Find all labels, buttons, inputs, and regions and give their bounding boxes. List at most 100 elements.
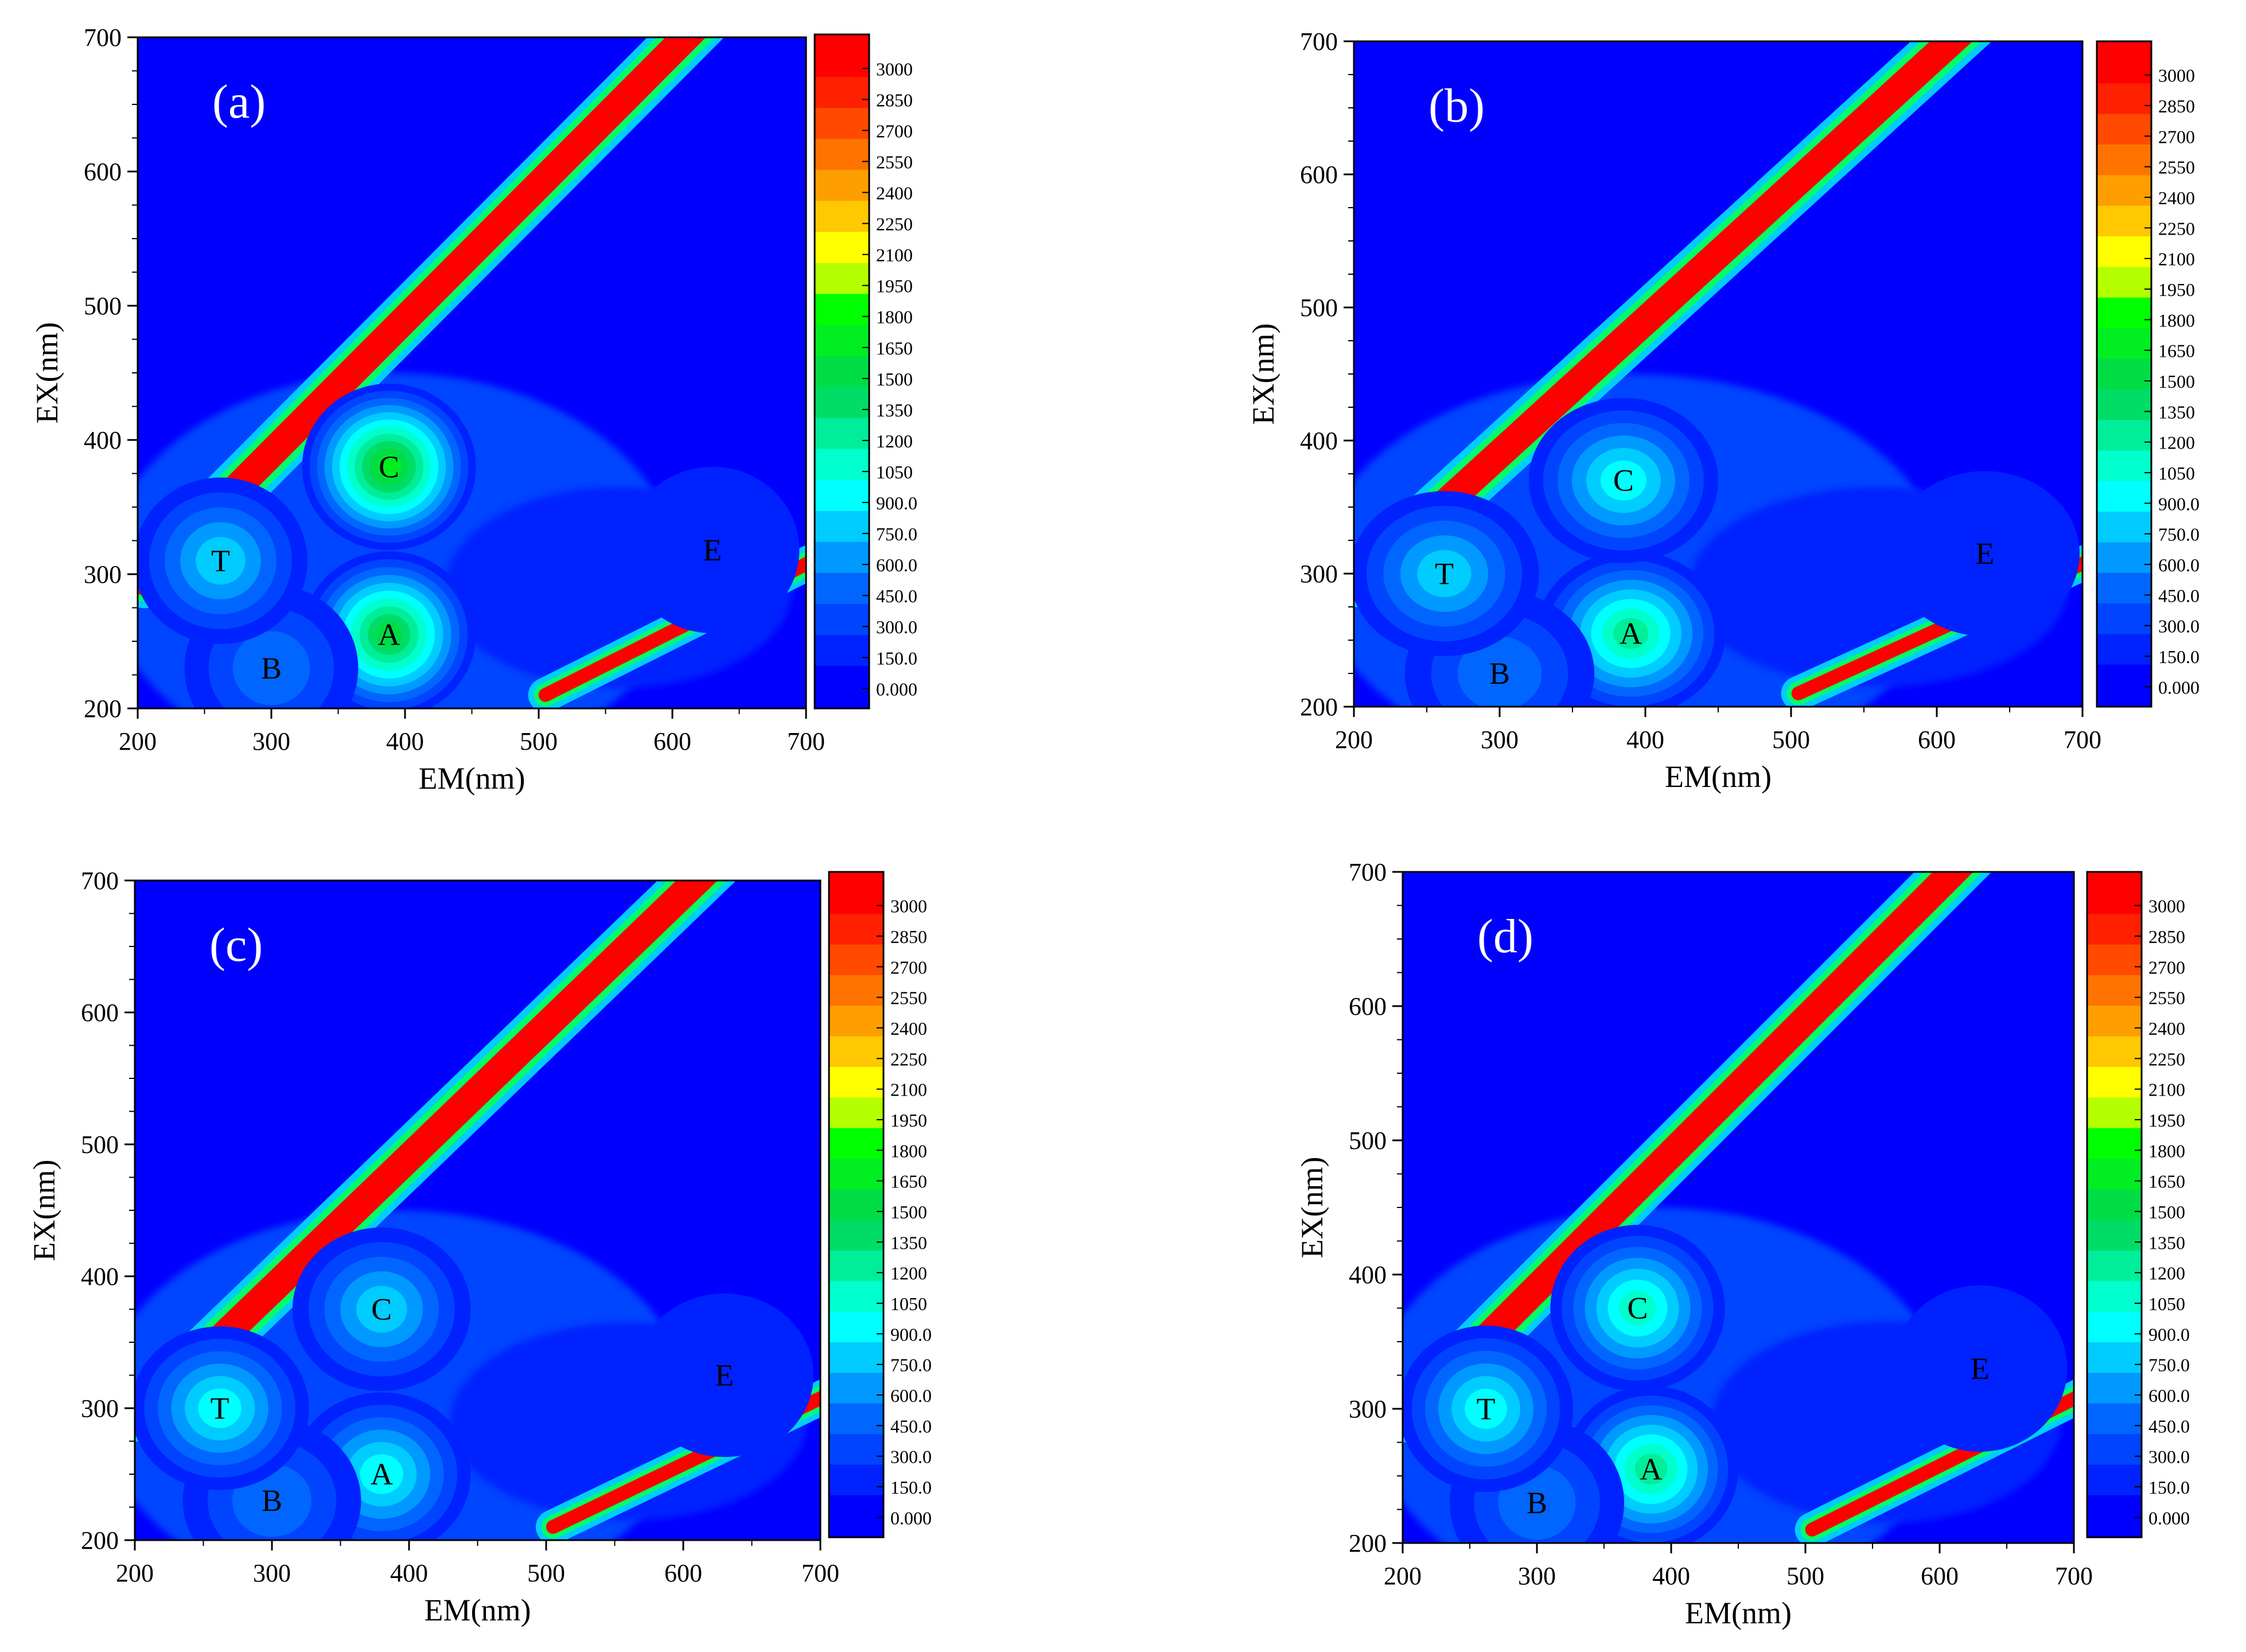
colorbar-label: 300.0 xyxy=(2158,616,2200,637)
colorbar-label: 750.0 xyxy=(890,1355,932,1376)
y-tick-label: 700 xyxy=(1300,28,1338,56)
peak-label-T: T xyxy=(1477,1392,1496,1426)
panel-label: (a) xyxy=(212,75,266,128)
colorbar-label: 1500 xyxy=(2158,371,2195,392)
colorbar-label: 0.000 xyxy=(2148,1507,2190,1528)
panel-label: (b) xyxy=(1428,79,1485,133)
colorbar-swatch xyxy=(2097,236,2151,267)
colorbar-label: 2550 xyxy=(2158,157,2195,178)
y-tick-label: 300 xyxy=(84,560,122,589)
y-tick-label: 600 xyxy=(1349,992,1387,1020)
y-tick-label: 700 xyxy=(1349,858,1387,886)
colorbar-label: 1650 xyxy=(2158,341,2195,361)
x-axis-label: EM(nm) xyxy=(425,1593,531,1627)
peak-contour-E xyxy=(1893,1285,2068,1452)
colorbar-frame xyxy=(2096,40,2152,708)
colorbar-label: 1350 xyxy=(876,400,913,420)
colorbar-swatch xyxy=(829,1189,883,1221)
colorbar-swatch xyxy=(815,697,869,708)
colorbar-swatch xyxy=(829,1219,883,1251)
y-tick-label: 500 xyxy=(1300,294,1338,322)
colorbar-label: 1650 xyxy=(890,1171,927,1192)
colorbar-swatch xyxy=(815,294,869,325)
panel-label: (d) xyxy=(1477,910,1533,963)
colorbar-label: 1650 xyxy=(2148,1171,2185,1192)
rayleigh-scatter-band xyxy=(135,880,718,1429)
colorbar-label: 450.0 xyxy=(2148,1416,2190,1436)
colorbar-label: 0.000 xyxy=(890,1507,932,1528)
colorbar-label: 1800 xyxy=(890,1140,927,1161)
colorbar-swatch xyxy=(2097,328,2151,359)
colorbar-label: 900.0 xyxy=(2148,1324,2190,1345)
x-tick-label: 400 xyxy=(390,1559,428,1587)
peak-contour-C xyxy=(1600,460,1646,501)
x-tick-label: 400 xyxy=(1626,726,1664,754)
colorbar-swatch xyxy=(815,232,869,263)
colorbar-label: 2400 xyxy=(876,183,913,204)
colorbar-swatch xyxy=(829,1464,883,1496)
peak-contour-C xyxy=(1619,1290,1656,1326)
colorbar: 3000 2850 2700 2550 2400 2250 2100 1950 1800 1650… xyxy=(2096,40,2200,708)
colorbar-swatch xyxy=(2097,634,2151,665)
y-tick-label: 500 xyxy=(81,1131,119,1159)
panel-a: A B C T E 200 300 400 500 600 700 200 300 400 500 600 70… xyxy=(30,24,917,796)
colorbar-swatch xyxy=(2087,1464,2142,1496)
colorbar-swatch xyxy=(2097,114,2151,145)
y-tick-label: 200 xyxy=(84,695,122,723)
colorbar-frame xyxy=(828,871,885,1538)
colorbar-label: 150.0 xyxy=(876,648,917,668)
y-tick-label: 500 xyxy=(84,292,122,320)
colorbar-swatch xyxy=(2087,1067,2142,1098)
colorbar-swatch xyxy=(2087,1311,2142,1343)
peak-contour-E xyxy=(1890,471,2080,637)
colorbar-swatch xyxy=(829,1128,883,1159)
colorbar-swatch xyxy=(815,418,869,450)
colorbar-label: 1200 xyxy=(876,431,913,451)
colorbar-label: 2100 xyxy=(890,1080,927,1100)
y-tick-label: 400 xyxy=(81,1263,119,1291)
colorbar-swatch xyxy=(815,139,869,170)
x-tick-label: 200 xyxy=(1384,1562,1422,1590)
colorbar-swatch xyxy=(815,603,869,636)
x-tick-label: 500 xyxy=(527,1559,565,1587)
y-tick-label: 300 xyxy=(1300,560,1338,588)
y-axis-label: EX(nm) xyxy=(1295,1157,1329,1259)
peak-label-T: T xyxy=(211,544,230,578)
colorbar-swatch xyxy=(2087,1342,2142,1373)
colorbar-label: 2700 xyxy=(2158,126,2195,147)
colorbar-swatch xyxy=(2097,267,2151,298)
rayleigh-scatter-band xyxy=(1354,41,1973,595)
colorbar-label: 2100 xyxy=(2148,1080,2185,1100)
y-tick-label: 700 xyxy=(81,867,119,895)
colorbar-label: 750.0 xyxy=(2158,524,2200,545)
x-tick-label: 300 xyxy=(1481,726,1519,754)
peak-contour-A xyxy=(360,1454,403,1494)
colorbar-swatch xyxy=(815,387,869,419)
colorbar-label: 0.000 xyxy=(2158,677,2200,698)
y-tick-label: 600 xyxy=(81,999,119,1027)
colorbar-label: 2850 xyxy=(890,926,927,947)
colorbar-label: 1950 xyxy=(890,1110,927,1131)
colorbar-swatch xyxy=(829,1373,883,1404)
colorbar-swatch xyxy=(815,665,869,698)
colorbar-swatch xyxy=(2087,1495,2142,1526)
peak-label-E: E xyxy=(1975,536,1994,571)
colorbar-label: 3000 xyxy=(876,59,913,79)
colorbar-swatch xyxy=(829,1495,883,1526)
colorbar-swatch xyxy=(815,511,869,543)
colorbar-label: 150.0 xyxy=(2148,1477,2190,1498)
colorbar-label: 900.0 xyxy=(876,493,917,513)
colorbar-swatch xyxy=(2087,1281,2142,1312)
colorbar-label: 2700 xyxy=(890,957,927,977)
colorbar-swatch xyxy=(2097,297,2151,329)
contour-plot-area xyxy=(1354,41,2082,707)
colorbar-label: 1950 xyxy=(2148,1110,2185,1131)
colorbar-label: 450.0 xyxy=(890,1416,932,1436)
y-tick-label: 400 xyxy=(84,426,122,454)
colorbar-swatch xyxy=(2087,1159,2142,1190)
colorbar-label: 450.0 xyxy=(876,586,917,606)
colorbar-label: 2400 xyxy=(890,1018,927,1039)
colorbar-label: 1350 xyxy=(2148,1232,2185,1253)
x-axis-label: EM(nm) xyxy=(419,761,526,796)
colorbar-swatch xyxy=(815,634,869,667)
